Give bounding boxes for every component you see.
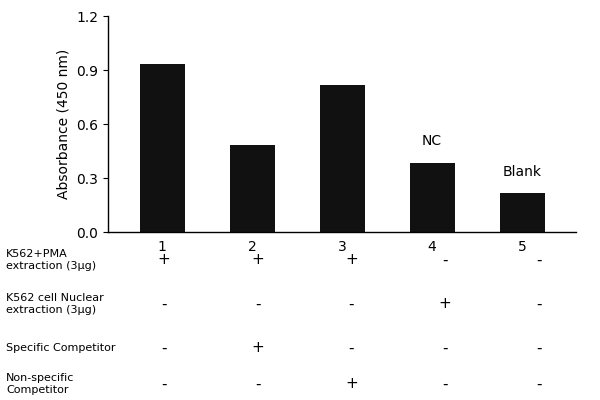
Text: +: +	[345, 252, 358, 268]
Y-axis label: Absorbance (450 nm): Absorbance (450 nm)	[57, 49, 71, 199]
Bar	[500, 193, 545, 232]
Text: -: -	[255, 376, 260, 392]
Text: -: -	[536, 296, 541, 312]
Text: -: -	[349, 296, 354, 312]
Bar	[409, 163, 455, 232]
Bar	[229, 145, 275, 232]
Text: +: +	[345, 376, 358, 392]
Text: -: -	[442, 252, 448, 268]
Text: -: -	[161, 296, 167, 312]
Text: Specific Competitor: Specific Competitor	[6, 343, 115, 353]
Text: -: -	[536, 340, 541, 356]
Text: NC: NC	[422, 134, 442, 148]
Text: +: +	[439, 296, 451, 312]
Text: +: +	[158, 252, 170, 268]
Text: -: -	[442, 376, 448, 392]
Bar	[139, 64, 185, 232]
Text: -: -	[349, 340, 354, 356]
Text: -: -	[161, 340, 167, 356]
Text: -: -	[442, 340, 448, 356]
Text: K562 cell Nuclear
extraction (3μg): K562 cell Nuclear extraction (3μg)	[6, 293, 104, 315]
Text: -: -	[536, 376, 541, 392]
Text: +: +	[251, 252, 264, 268]
Text: -: -	[536, 252, 541, 268]
Text: Blank: Blank	[503, 165, 542, 179]
Bar	[320, 85, 365, 232]
Text: K562+PMA
extraction (3μg): K562+PMA extraction (3μg)	[6, 249, 96, 271]
Text: -: -	[255, 296, 260, 312]
Text: -: -	[161, 376, 167, 392]
Text: +: +	[251, 340, 264, 356]
Text: Non-specific
Competitor: Non-specific Competitor	[6, 373, 74, 395]
